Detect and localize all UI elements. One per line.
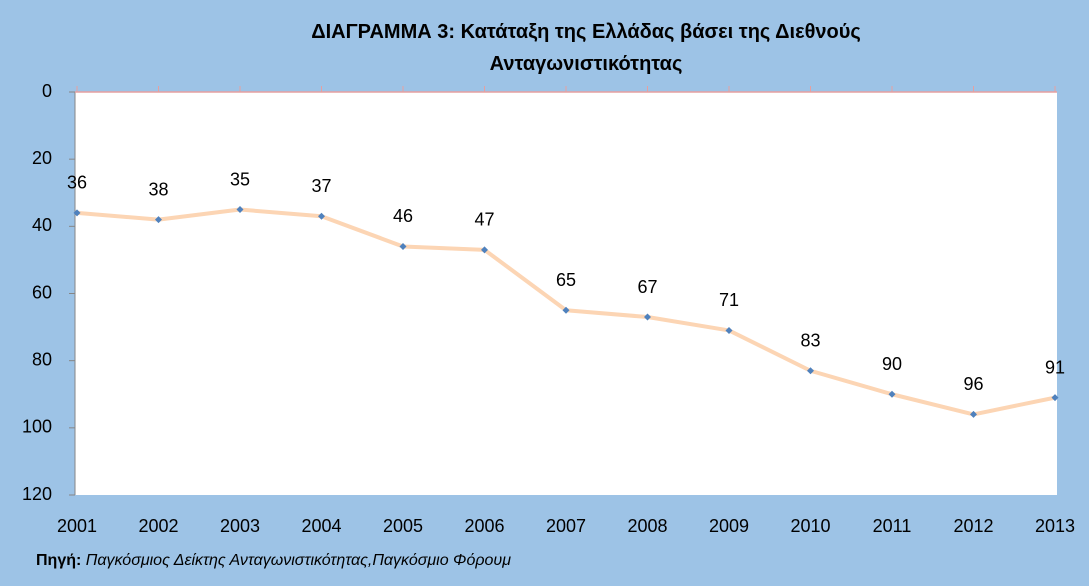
y-tick-label: 100: [22, 417, 52, 437]
marker: [399, 242, 407, 250]
x-tick-label: 2012: [953, 516, 993, 536]
y-tick-label: 80: [32, 349, 52, 369]
x-tick-label: 2007: [546, 516, 586, 536]
marker: [481, 246, 488, 254]
data-label: 46: [393, 206, 413, 226]
marker: [888, 390, 896, 398]
source-text: Παγκόσμιος Δείκτης Ανταγωνιστικότητας,Πα…: [85, 552, 511, 569]
data-label: 91: [1045, 357, 1065, 377]
data-label: 90: [882, 354, 902, 374]
x-tick-label: 2009: [709, 516, 749, 536]
plot-area: [75, 92, 1057, 495]
data-label: 67: [637, 277, 657, 297]
y-tick-label: 60: [32, 282, 52, 302]
x-tick-label: 2006: [464, 516, 504, 536]
data-label: 38: [148, 179, 168, 199]
marker: [725, 326, 733, 334]
data-label: 37: [311, 176, 331, 196]
source-label: Πηγή:: [36, 552, 82, 569]
x-tick-label: 2004: [301, 516, 341, 536]
x-tick-label: 2013: [1035, 516, 1075, 536]
marker: [562, 306, 570, 314]
data-label: 47: [474, 210, 494, 230]
x-tick-label: 2008: [627, 516, 667, 536]
marker: [73, 209, 81, 217]
marker: [970, 410, 977, 418]
x-tick-label: 2011: [873, 516, 912, 536]
y-tick-label: 120: [22, 484, 52, 504]
marker: [644, 313, 651, 321]
x-tick-label: 2003: [220, 516, 260, 536]
y-tick-label: 20: [32, 148, 52, 168]
data-label: 71: [719, 290, 739, 310]
marker: [1051, 394, 1059, 402]
marker: [155, 216, 162, 224]
data-label: 65: [556, 270, 576, 290]
data-label: 36: [67, 173, 87, 193]
chart-title: ΔΙΑΓΡΑΜΜΑ 3: Κατάταξη της Ελλάδας βάσει …: [311, 21, 861, 75]
marker: [807, 367, 814, 375]
y-tick-label: 40: [32, 215, 52, 235]
data-label: 35: [230, 169, 250, 189]
x-tick-label: 2002: [138, 516, 178, 536]
x-tick-label: 2010: [790, 516, 830, 536]
x-tick-label: 2005: [383, 516, 423, 536]
source-note: Πηγή: Παγκόσμιος Δείκτης Ανταγωνιστικότη…: [36, 552, 511, 570]
marker: [318, 212, 325, 220]
marker: [236, 206, 244, 214]
y-tick-label: 0: [42, 81, 52, 101]
data-label: 96: [963, 374, 983, 394]
x-tick-label: 2001: [57, 516, 97, 536]
data-label: 83: [800, 330, 820, 350]
